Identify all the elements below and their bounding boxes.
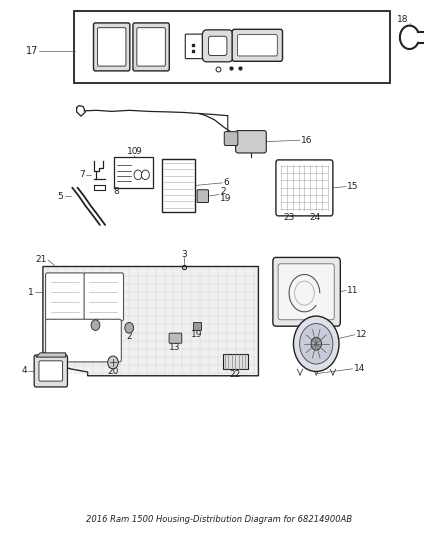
Text: 16: 16 xyxy=(301,136,313,144)
Text: 22: 22 xyxy=(230,370,241,378)
Text: 21: 21 xyxy=(35,255,47,263)
Text: 2: 2 xyxy=(93,330,98,339)
FancyBboxPatch shape xyxy=(278,264,334,320)
Text: 10: 10 xyxy=(127,148,138,156)
Text: 19: 19 xyxy=(220,195,232,203)
Circle shape xyxy=(91,320,100,330)
Text: 2: 2 xyxy=(127,333,132,341)
Circle shape xyxy=(300,324,333,364)
FancyBboxPatch shape xyxy=(169,333,182,343)
Text: 2: 2 xyxy=(220,188,226,196)
Text: 8: 8 xyxy=(113,188,119,196)
Circle shape xyxy=(311,337,321,350)
Circle shape xyxy=(134,170,142,180)
FancyBboxPatch shape xyxy=(232,29,283,61)
FancyBboxPatch shape xyxy=(273,257,340,326)
Text: 9: 9 xyxy=(136,148,141,156)
Polygon shape xyxy=(43,266,258,376)
Circle shape xyxy=(125,322,134,333)
Circle shape xyxy=(108,356,118,369)
Text: 23: 23 xyxy=(283,213,295,222)
FancyBboxPatch shape xyxy=(93,23,130,71)
Text: 12: 12 xyxy=(356,330,367,339)
Bar xyxy=(223,354,248,369)
FancyBboxPatch shape xyxy=(197,190,208,203)
Text: 18: 18 xyxy=(397,15,409,24)
Text: 14: 14 xyxy=(354,365,365,373)
Text: 17: 17 xyxy=(26,46,39,55)
FancyBboxPatch shape xyxy=(137,28,166,66)
Text: 1: 1 xyxy=(28,288,34,296)
Text: 2016 Ram 1500 Housing-Distribution Diagram for 68214900AB: 2016 Ram 1500 Housing-Distribution Diagr… xyxy=(86,515,352,524)
Bar xyxy=(114,157,153,188)
Circle shape xyxy=(293,316,339,372)
Text: 24: 24 xyxy=(310,213,321,222)
FancyBboxPatch shape xyxy=(208,36,227,55)
FancyBboxPatch shape xyxy=(185,34,205,59)
Text: 5: 5 xyxy=(58,192,64,200)
Text: 11: 11 xyxy=(347,286,359,295)
FancyBboxPatch shape xyxy=(276,160,333,216)
FancyBboxPatch shape xyxy=(34,355,67,387)
FancyBboxPatch shape xyxy=(97,28,126,66)
FancyBboxPatch shape xyxy=(202,30,233,62)
FancyBboxPatch shape xyxy=(237,35,277,56)
Text: 3: 3 xyxy=(181,251,187,259)
FancyBboxPatch shape xyxy=(133,23,169,71)
FancyBboxPatch shape xyxy=(84,273,124,321)
FancyBboxPatch shape xyxy=(39,361,63,381)
FancyBboxPatch shape xyxy=(224,132,238,146)
Text: 13: 13 xyxy=(170,343,181,352)
FancyBboxPatch shape xyxy=(236,131,266,153)
FancyBboxPatch shape xyxy=(46,273,85,321)
Text: 6: 6 xyxy=(224,179,230,187)
Bar xyxy=(193,322,201,330)
Bar xyxy=(162,159,195,212)
FancyBboxPatch shape xyxy=(46,319,121,362)
Text: 20: 20 xyxy=(107,367,119,376)
Text: 15: 15 xyxy=(347,182,359,191)
Text: 7: 7 xyxy=(79,171,85,179)
Text: 19: 19 xyxy=(191,330,202,339)
Text: 4: 4 xyxy=(21,367,27,375)
Circle shape xyxy=(141,170,149,180)
Polygon shape xyxy=(36,353,66,357)
Bar xyxy=(74,11,390,83)
